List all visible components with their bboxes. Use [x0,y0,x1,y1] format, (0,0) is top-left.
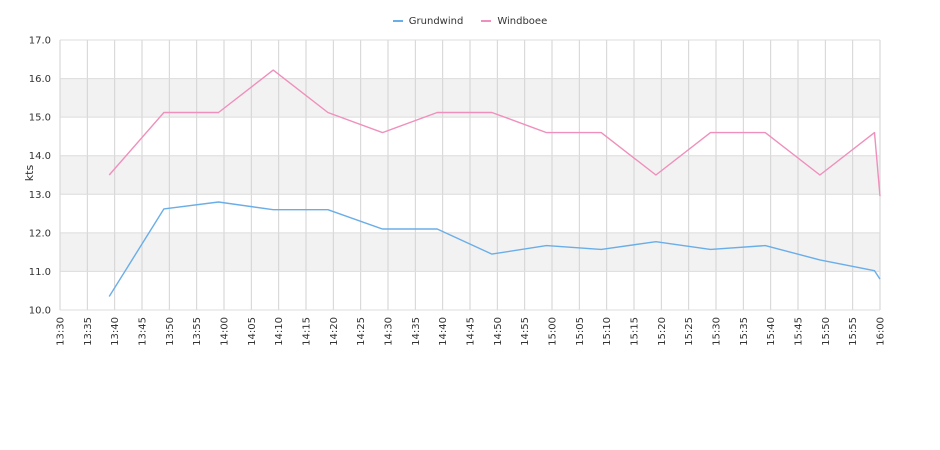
legend-label-windboee: Windboee [497,15,548,27]
vertical-grid [59,40,881,310]
series-lines [108,69,881,297]
x-tick-label: 14:40 [438,317,449,346]
x-tick-label: 13:50 [165,317,176,346]
x-tick-label: 15:30 [712,317,723,346]
y-tick-label: 10.0 [29,306,51,317]
y-tick-label: 13.0 [29,190,51,201]
x-tick-label: 15:50 [821,317,832,346]
legend-item-grundwind[interactable]: Grundwind [392,13,464,29]
y-tick-label: 17.0 [29,36,51,47]
x-tick-label: 15:35 [739,317,750,346]
y-tick-label: 14.0 [29,151,51,162]
x-tick-label: 14:30 [384,317,395,346]
series-line-windboee [108,69,881,197]
y-tick-label: 12.0 [29,228,51,239]
x-tick-label: 13:35 [83,317,94,346]
series-line-grundwind [108,201,881,297]
x-tick-label: 15:45 [794,317,805,346]
y-axis-ticks: 10.0 11.0 12.0 13.0 14.0 15.0 16.0 17.0 [29,36,51,317]
x-tick-label: 14:25 [356,317,367,346]
x-tick-label: 13:40 [110,317,121,346]
x-tick-label: 15:15 [630,317,641,346]
x-tick-label: 14:35 [411,317,422,346]
x-tick-label: 16:00 [876,317,887,346]
x-tick-label: 15:20 [657,317,668,346]
x-tick-label: 15:10 [602,317,613,346]
legend-swatch-grundwind [392,20,403,22]
y-tick-label: 15.0 [29,113,51,124]
x-tick-label: 15:55 [848,317,859,346]
chart-legend: Grundwind Windboee [0,13,940,29]
x-axis-ticks: 13:30 13:35 13:40 13:45 13:50 13:55 14:00 14:05… [56,317,887,346]
y-tick-label: 11.0 [29,267,51,278]
x-tick-label: 13:45 [138,317,149,346]
x-tick-label: 13:30 [56,317,67,346]
x-tick-label: 14:00 [220,317,231,346]
x-tick-label: 15:00 [548,317,559,346]
y-axis-label: kts [23,165,36,182]
x-tick-label: 14:45 [466,317,477,346]
x-tick-label: 14:10 [274,317,285,346]
x-tick-label: 15:05 [575,317,586,346]
x-tick-label: 15:25 [684,317,695,346]
x-tick-label: 14:15 [302,317,313,346]
legend-label-grundwind: Grundwind [408,15,464,27]
horizontal-grid [60,39,880,311]
y-tick-label: 16.0 [29,74,51,85]
x-tick-label: 14:55 [520,317,531,346]
x-tick-label: 14:20 [329,317,340,346]
legend-swatch-windboee [481,20,492,22]
x-tick-label: 15:40 [766,317,777,346]
x-tick-label: 14:05 [247,317,258,346]
legend-item-windboee[interactable]: Windboee [481,13,547,29]
x-tick-label: 14:50 [493,317,504,346]
x-tick-label: 13:55 [192,317,203,346]
